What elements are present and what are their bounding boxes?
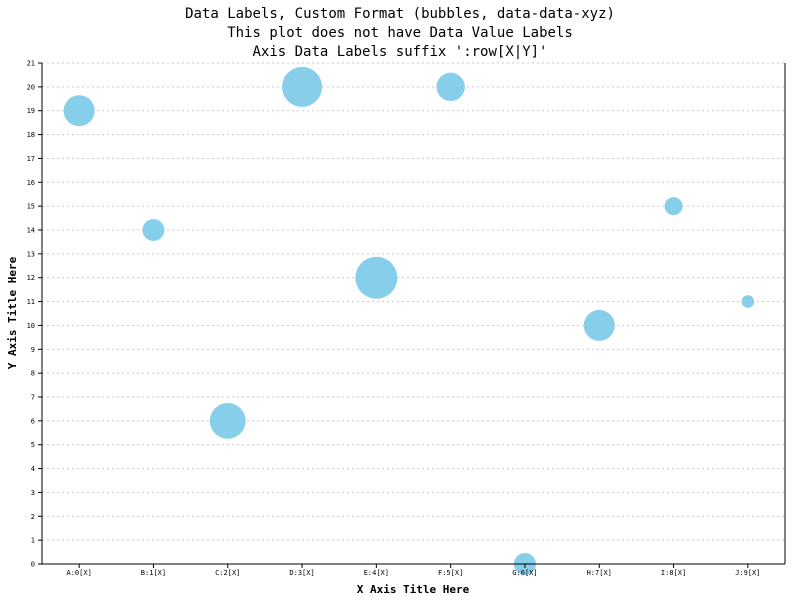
x-tick-label: J:9[X] — [735, 569, 760, 577]
y-tick-label: 12 — [27, 274, 35, 282]
y-tick-label: 7 — [31, 394, 35, 402]
x-tick-label: I:8[X] — [661, 569, 686, 577]
x-tick-label: E:4[X] — [364, 569, 389, 577]
bubble-point — [209, 402, 246, 439]
y-axis-title: Y Axis Title Here — [6, 256, 19, 369]
y-tick-label: 0 — [31, 561, 35, 569]
y-tick-label: 8 — [31, 370, 35, 378]
y-tick-label: 11 — [27, 298, 35, 306]
y-tick-label: 18 — [27, 131, 35, 139]
y-tick-label: 16 — [27, 179, 35, 187]
y-tick-label: 19 — [27, 107, 35, 115]
y-tick-label: 5 — [31, 441, 35, 449]
y-tick-label: 13 — [27, 250, 35, 258]
x-tick-label: G:6[X] — [512, 569, 537, 577]
x-tick-label: B:1[X] — [141, 569, 166, 577]
y-tick-label: 20 — [27, 83, 35, 91]
y-tick-label: 6 — [31, 417, 35, 425]
axes — [41, 63, 786, 565]
y-tick-label: 21 — [27, 60, 35, 68]
chart-title: Data Labels, Custom Format (bubbles, dat… — [185, 6, 615, 60]
bubble-point — [741, 295, 755, 308]
x-tick-label: F:5[X] — [438, 569, 463, 577]
bubble-point — [355, 256, 398, 299]
grid-lines — [42, 62, 785, 541]
bubbles — [63, 66, 755, 575]
x-tick-label: D:3[X] — [289, 569, 314, 577]
bubble-point — [583, 309, 615, 341]
bubble-point — [282, 66, 323, 107]
bubble-point — [63, 95, 95, 127]
bubble-point — [664, 197, 683, 216]
x-tick-labels: A:0[X] B:1[X] C:2[X] D:3[X] E:4[X] F:5[X] G:6[… — [67, 564, 760, 577]
chart-title-line-2: This plot does not have Data Value Label… — [227, 25, 573, 41]
y-tick-label: 14 — [27, 227, 35, 235]
y-tick-label: 1 — [31, 537, 35, 545]
bubble-point — [142, 219, 165, 241]
y-tick-label: 2 — [31, 513, 35, 521]
x-axis-title: X Axis Title Here — [357, 583, 470, 596]
y-tick-label: 3 — [31, 489, 35, 497]
x-tick-label: C:2[X] — [215, 569, 240, 577]
y-tick-label: 17 — [27, 155, 35, 163]
y-tick-label: 15 — [27, 203, 35, 211]
x-tick-label: A:0[X] — [67, 569, 92, 577]
bubble-point — [436, 72, 465, 102]
y-tick-label: 10 — [27, 322, 35, 330]
chart-title-line-3: Axis Data Labels suffix ':row[X|Y]' — [252, 44, 547, 60]
y-tick-label: 9 — [31, 346, 35, 354]
y-tick-label: 4 — [31, 465, 35, 473]
x-tick-label: H:7[X] — [587, 569, 612, 577]
chart-title-line-1: Data Labels, Custom Format (bubbles, dat… — [185, 6, 615, 22]
